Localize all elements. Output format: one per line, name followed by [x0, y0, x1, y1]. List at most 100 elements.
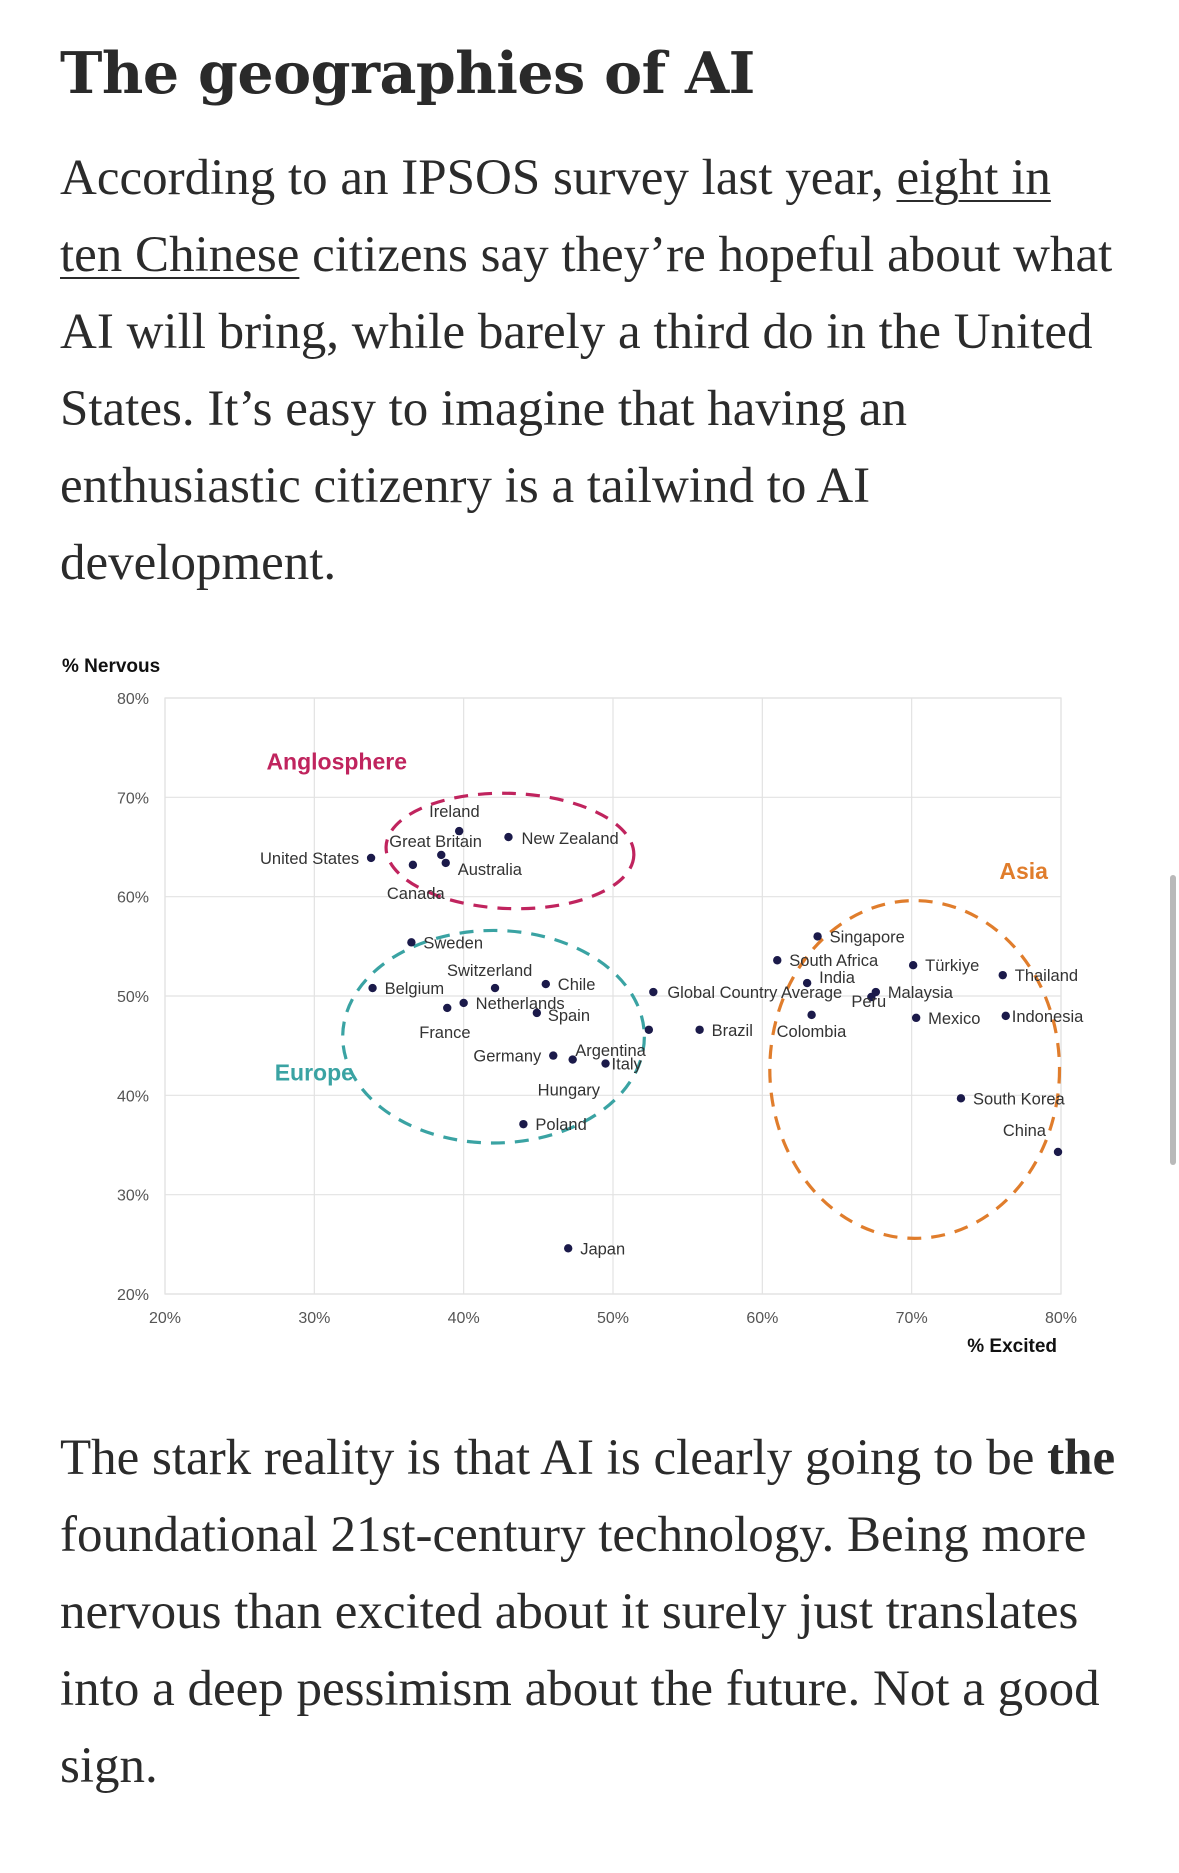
x-tick-label: 70%	[896, 1310, 928, 1327]
point-labels: United States Canada Great Britain Australi…	[260, 803, 1084, 1258]
data-point	[368, 983, 377, 993]
group-ellipse-asia	[768, 899, 1062, 1240]
scrollbar[interactable]	[1170, 875, 1176, 1165]
point-label: Belgium	[385, 980, 445, 998]
x-tick-label: 60%	[746, 1310, 778, 1327]
y-axis-label: % Nervous	[62, 656, 160, 677]
point-label: South Korea	[973, 1090, 1066, 1108]
point-label: Spain	[548, 1007, 590, 1025]
point-label: Switzerland	[447, 962, 532, 980]
data-point	[1001, 1011, 1010, 1021]
data-point	[541, 979, 550, 989]
group-label-europe: Europe	[275, 1059, 354, 1085]
scatter-chart: 20% 30% 40% 50% 60% 70% 80% 20% 30% 40% 50% 60% 70% 8…	[0, 640, 1179, 1380]
data-point	[601, 1059, 610, 1068]
point-label: Australia	[458, 861, 523, 879]
group-ellipse-anglosphere	[384, 791, 636, 911]
closing-paragraph: The stark reality is that AI is clearly …	[60, 1420, 1120, 1805]
point-label: Japan	[580, 1240, 625, 1258]
point-label: South Africa	[789, 952, 879, 970]
data-point	[956, 1094, 966, 1103]
point-label: China	[1003, 1122, 1047, 1140]
point-label: Peru	[851, 993, 886, 1011]
data-points	[366, 826, 1063, 1253]
data-point	[443, 1003, 452, 1013]
point-label: Great Britain	[389, 833, 482, 851]
point-label: New Zealand	[521, 830, 618, 848]
data-point	[504, 832, 513, 842]
data-point	[649, 987, 658, 997]
point-label: Netherlands	[476, 995, 565, 1013]
x-tick-label: 80%	[1045, 1310, 1077, 1327]
y-tick-label: 60%	[117, 890, 149, 907]
intro-text-before: According to an IPSOS survey last year,	[60, 150, 897, 206]
point-label: Colombia	[777, 1023, 848, 1041]
point-label: Indonesia	[1012, 1008, 1084, 1026]
data-point	[773, 956, 782, 965]
point-label: Singapore	[830, 928, 905, 946]
data-point	[813, 932, 822, 941]
group-label-anglosphere: Anglosphere	[266, 749, 407, 775]
x-tick-label: 30%	[298, 1310, 330, 1327]
data-point	[807, 1010, 816, 1020]
point-label: Canada	[387, 885, 446, 903]
scatter-chart-svg: 20% 30% 40% 50% 60% 70% 80% 20% 30% 40% 50% 60% 70% 8…	[62, 656, 1084, 1357]
point-label: India	[819, 969, 856, 987]
data-point	[490, 983, 500, 993]
x-tick-label: 20%	[149, 1310, 181, 1327]
data-point	[908, 961, 918, 970]
point-label: Italy	[612, 1056, 643, 1074]
point-label: Chile	[558, 976, 596, 994]
group-ellipse-europe	[341, 928, 646, 1145]
data-point	[1053, 1147, 1063, 1157]
data-point	[366, 853, 376, 863]
point-label: Sweden	[423, 934, 483, 952]
data-point	[695, 1025, 704, 1034]
data-point	[911, 1013, 921, 1023]
data-point	[867, 992, 876, 1002]
data-point	[568, 1055, 577, 1064]
group-label-asia: Asia	[999, 858, 1048, 884]
y-tick-label: 20%	[117, 1287, 149, 1304]
point-label: Türkiye	[925, 957, 979, 975]
group-ellipses	[341, 791, 1062, 1240]
point-label: United States	[260, 850, 359, 868]
data-point	[802, 978, 812, 988]
data-point	[407, 938, 416, 947]
x-axis-label: % Excited	[967, 1336, 1057, 1357]
point-label: Global Country Average	[667, 984, 842, 1002]
data-point	[549, 1051, 558, 1060]
data-point	[441, 858, 450, 868]
point-label: Argentina	[575, 1042, 646, 1060]
closing-text-after: foundational 21st-century technology. Be…	[60, 1507, 1100, 1794]
intro-text-after: citizens say they’re hopeful about what …	[60, 227, 1113, 591]
point-label: Malaysia	[888, 984, 954, 1002]
point-label: Hungary	[538, 1082, 601, 1100]
ipsos-survey-link[interactable]: eight in ten Chinese	[60, 150, 1051, 283]
data-point	[454, 826, 464, 836]
point-label: Mexico	[928, 1010, 980, 1028]
point-label: Ireland	[429, 803, 479, 821]
y-tick-label: 40%	[117, 1088, 149, 1105]
point-label: France	[419, 1024, 470, 1042]
closing-text-bold: the	[1047, 1430, 1116, 1486]
point-label: Poland	[535, 1116, 586, 1134]
x-tick-label: 40%	[448, 1310, 480, 1327]
intro-paragraph: According to an IPSOS survey last year, …	[60, 140, 1120, 602]
y-tick-label: 80%	[117, 691, 149, 708]
point-label: Thailand	[1015, 967, 1078, 985]
x-tick-label: 50%	[597, 1310, 629, 1327]
point-label: Germany	[473, 1048, 542, 1066]
axis-ticks: 20% 30% 40% 50% 60% 70% 80% 20% 30% 40% 50% 60% 70% 8…	[117, 691, 1077, 1327]
data-point	[644, 1025, 654, 1034]
data-point	[564, 1244, 573, 1253]
y-tick-label: 50%	[117, 989, 149, 1006]
page-title: The geographies of AI	[60, 40, 755, 107]
data-point	[998, 970, 1007, 980]
data-point	[437, 850, 446, 860]
closing-text-before: The stark reality is that AI is clearly …	[60, 1430, 1048, 1486]
point-label: Brazil	[712, 1022, 753, 1040]
y-tick-label: 30%	[117, 1188, 149, 1205]
data-point	[532, 1008, 542, 1018]
group-labels: Anglosphere Europe Asia	[266, 749, 1048, 1086]
